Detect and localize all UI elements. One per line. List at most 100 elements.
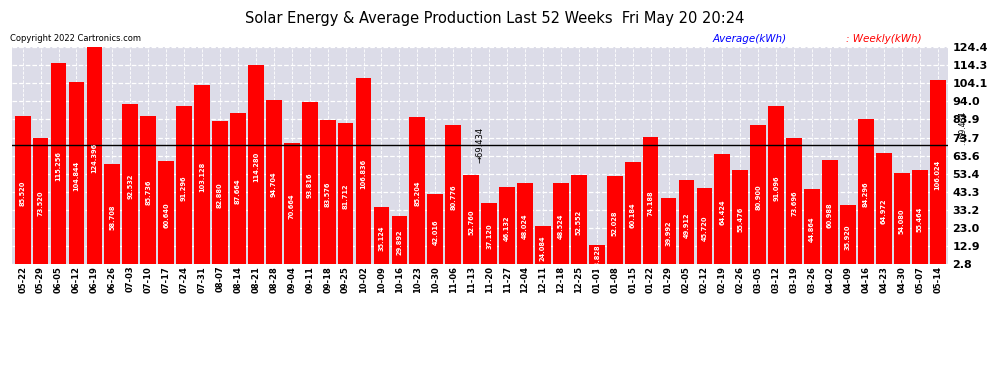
- Text: 52.028: 52.028: [612, 210, 618, 236]
- Text: : Weekly(kWh): : Weekly(kWh): [846, 34, 922, 44]
- Text: 60.184: 60.184: [630, 203, 636, 228]
- Bar: [284, 143, 300, 269]
- Text: 35.124: 35.124: [378, 225, 384, 251]
- Bar: [68, 82, 84, 269]
- Text: Average(kWh): Average(kWh): [713, 34, 787, 44]
- Bar: [86, 47, 102, 269]
- Text: 92.532: 92.532: [128, 174, 134, 200]
- Text: 64.424: 64.424: [720, 199, 726, 225]
- Text: 114.280: 114.280: [252, 152, 258, 182]
- Text: 37.120: 37.120: [486, 224, 492, 249]
- Text: 60.640: 60.640: [163, 202, 169, 228]
- Bar: [930, 80, 945, 269]
- Bar: [589, 244, 605, 269]
- Text: 64.972: 64.972: [881, 198, 887, 224]
- Bar: [123, 104, 139, 269]
- Text: 80.900: 80.900: [755, 184, 761, 210]
- Text: 55.476: 55.476: [738, 207, 743, 232]
- Text: 45.720: 45.720: [702, 216, 708, 241]
- Bar: [266, 100, 282, 269]
- Bar: [141, 116, 156, 269]
- Text: 94.704: 94.704: [271, 172, 277, 198]
- Text: 85.204: 85.204: [415, 180, 421, 206]
- Bar: [446, 125, 461, 269]
- Text: 106.836: 106.836: [360, 159, 366, 189]
- Bar: [768, 106, 784, 269]
- Text: →69.434: →69.434: [475, 127, 485, 163]
- Text: 39.992: 39.992: [665, 221, 671, 246]
- Bar: [894, 172, 910, 269]
- Text: 85.520: 85.520: [20, 180, 26, 206]
- Bar: [320, 120, 336, 269]
- Text: 87.664: 87.664: [235, 178, 241, 204]
- Bar: [391, 216, 407, 269]
- Bar: [912, 170, 928, 269]
- Text: 44.864: 44.864: [809, 216, 815, 242]
- Bar: [338, 123, 353, 269]
- Text: 49.912: 49.912: [683, 212, 689, 237]
- Bar: [481, 203, 497, 269]
- Bar: [733, 170, 748, 269]
- Bar: [643, 136, 658, 269]
- Text: 58.708: 58.708: [109, 204, 116, 230]
- Text: 93.816: 93.816: [307, 172, 313, 198]
- Bar: [105, 164, 120, 269]
- Bar: [660, 198, 676, 269]
- Text: 73.696: 73.696: [791, 190, 797, 216]
- Bar: [194, 85, 210, 269]
- Bar: [607, 176, 623, 269]
- Bar: [553, 183, 569, 269]
- Text: 60.988: 60.988: [827, 202, 833, 228]
- Text: 48.024: 48.024: [522, 214, 528, 239]
- Text: 52.760: 52.760: [468, 210, 474, 235]
- Text: Copyright 2022 Cartronics.com: Copyright 2022 Cartronics.com: [10, 34, 141, 43]
- Bar: [876, 153, 892, 269]
- Bar: [804, 189, 820, 269]
- Text: 35.920: 35.920: [844, 225, 851, 250]
- Text: 91.096: 91.096: [773, 175, 779, 201]
- Text: 52.552: 52.552: [576, 210, 582, 235]
- Bar: [786, 138, 802, 269]
- Bar: [15, 116, 31, 269]
- Text: 29.892: 29.892: [396, 230, 402, 255]
- Text: 55.464: 55.464: [917, 207, 923, 232]
- Bar: [858, 118, 874, 269]
- Bar: [715, 154, 731, 269]
- Bar: [230, 112, 246, 269]
- Bar: [463, 175, 479, 269]
- Bar: [697, 188, 713, 269]
- Text: …69.434: …69.434: [957, 111, 967, 145]
- Bar: [571, 176, 587, 269]
- Bar: [302, 102, 318, 269]
- Bar: [535, 226, 550, 269]
- Text: 42.016: 42.016: [433, 219, 439, 245]
- Bar: [212, 121, 228, 269]
- Text: 74.188: 74.188: [647, 190, 653, 216]
- Text: 115.256: 115.256: [55, 151, 61, 181]
- Text: 104.844: 104.844: [73, 160, 79, 191]
- Text: 81.712: 81.712: [343, 183, 348, 209]
- Text: 13.828: 13.828: [594, 244, 600, 270]
- Bar: [373, 207, 389, 269]
- Text: 46.132: 46.132: [504, 215, 510, 241]
- Text: 24.084: 24.084: [540, 235, 545, 261]
- Text: 124.396: 124.396: [91, 143, 97, 173]
- Text: 83.576: 83.576: [325, 182, 331, 207]
- Bar: [678, 180, 694, 269]
- Bar: [176, 106, 192, 269]
- Text: 73.520: 73.520: [38, 191, 44, 216]
- Text: 54.080: 54.080: [899, 208, 905, 234]
- Bar: [625, 162, 641, 269]
- Text: 48.524: 48.524: [558, 213, 564, 239]
- Bar: [158, 161, 174, 269]
- Bar: [822, 160, 838, 269]
- Bar: [248, 65, 263, 269]
- Bar: [841, 205, 855, 269]
- Text: 70.664: 70.664: [289, 194, 295, 219]
- Bar: [517, 183, 533, 269]
- Text: 85.736: 85.736: [146, 180, 151, 206]
- Bar: [355, 78, 371, 269]
- Text: 80.776: 80.776: [450, 184, 456, 210]
- Bar: [50, 63, 66, 269]
- Bar: [33, 138, 49, 269]
